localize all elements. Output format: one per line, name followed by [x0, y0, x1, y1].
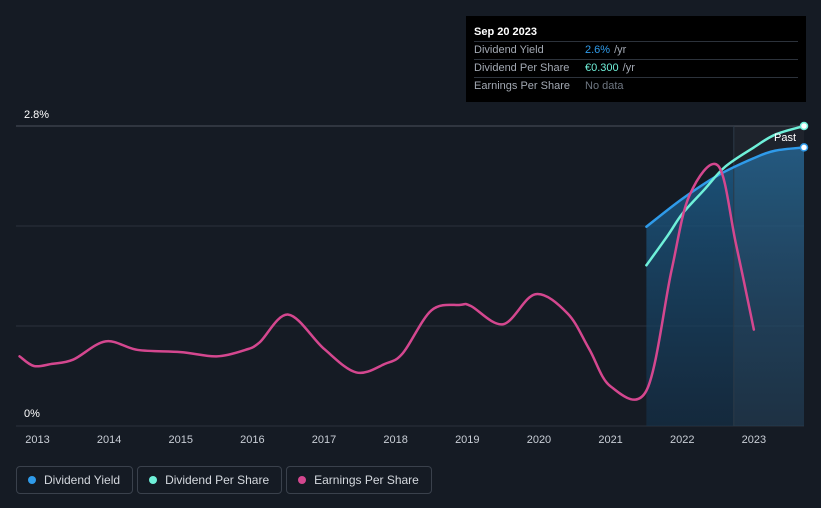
- tooltip-unit: /yr: [614, 44, 627, 56]
- x-tick-label: 2014: [97, 434, 121, 446]
- dividend-per-share-line: [645, 124, 806, 267]
- legend-dot: [28, 476, 36, 484]
- chart-tooltip: Sep 20 2023 Dividend Yield 2.6% /yr Divi…: [466, 16, 806, 102]
- x-tick-label: 2017: [312, 434, 336, 446]
- x-tick-label: 2023: [742, 434, 766, 446]
- tooltip-row-dividend-yield: Dividend Yield 2.6% /yr: [474, 41, 798, 59]
- dividend-yield-end-marker: [799, 143, 809, 152]
- tooltip-label: Earnings Per Share: [474, 80, 570, 92]
- y-tick-bottom: 0%: [24, 408, 40, 420]
- legend-label: Earnings Per Share: [314, 473, 419, 487]
- y-tick-top: 2.8%: [24, 109, 50, 121]
- series-lines: [18, 121, 809, 401]
- tooltip-row-earnings-per-share: Earnings Per Share No data: [474, 77, 798, 95]
- dividend-yield-area: [646, 147, 804, 426]
- dividend-per-share-end-marker: [799, 121, 809, 131]
- tooltip-label: Dividend Per Share: [474, 62, 570, 74]
- x-tick-label: 2019: [455, 434, 479, 446]
- tooltip-label: Dividend Yield: [474, 44, 544, 56]
- x-tick-label: 2020: [527, 434, 551, 446]
- x-tick-label: 2021: [598, 434, 622, 446]
- tooltip-date: Sep 20 2023: [474, 26, 537, 38]
- dividend-yield-line: [645, 146, 806, 228]
- tooltip-value: No data: [585, 80, 624, 92]
- earnings-per-share-line: [18, 162, 756, 401]
- legend-item-dividend-per-share[interactable]: Dividend Per Share: [137, 466, 283, 494]
- past-label: Past: [774, 132, 797, 144]
- x-tick-label: 2018: [383, 434, 407, 446]
- tooltip-value: €0.300: [585, 62, 619, 74]
- x-tick-label: 2015: [169, 434, 193, 446]
- x-tick-label: 2013: [25, 434, 49, 446]
- x-axis-ticks: 2013 2014 2015 2016 2017 2018 2019 2020 2021 2022…: [25, 434, 766, 446]
- past-region: [733, 126, 804, 426]
- tooltip-value: 2.6%: [585, 44, 611, 56]
- past-shaded-region: [646, 126, 804, 426]
- tooltip-row-dividend-per-share: Dividend Per Share €0.300 /yr: [474, 59, 798, 77]
- legend-label: Dividend Per Share: [165, 473, 270, 487]
- legend-dot: [149, 476, 158, 484]
- legend-item-earnings-per-share[interactable]: Earnings Per Share: [286, 466, 432, 494]
- x-tick-label: 2022: [670, 434, 694, 446]
- chart-legend: Dividend Yield Dividend Per Share Earnin…: [16, 466, 432, 494]
- legend-dot: [298, 476, 307, 484]
- legend-item-dividend-yield[interactable]: Dividend Yield: [16, 466, 134, 494]
- tooltip-unit: /yr: [622, 62, 635, 74]
- x-tick-label: 2016: [240, 434, 264, 446]
- legend-label: Dividend Yield: [44, 473, 121, 487]
